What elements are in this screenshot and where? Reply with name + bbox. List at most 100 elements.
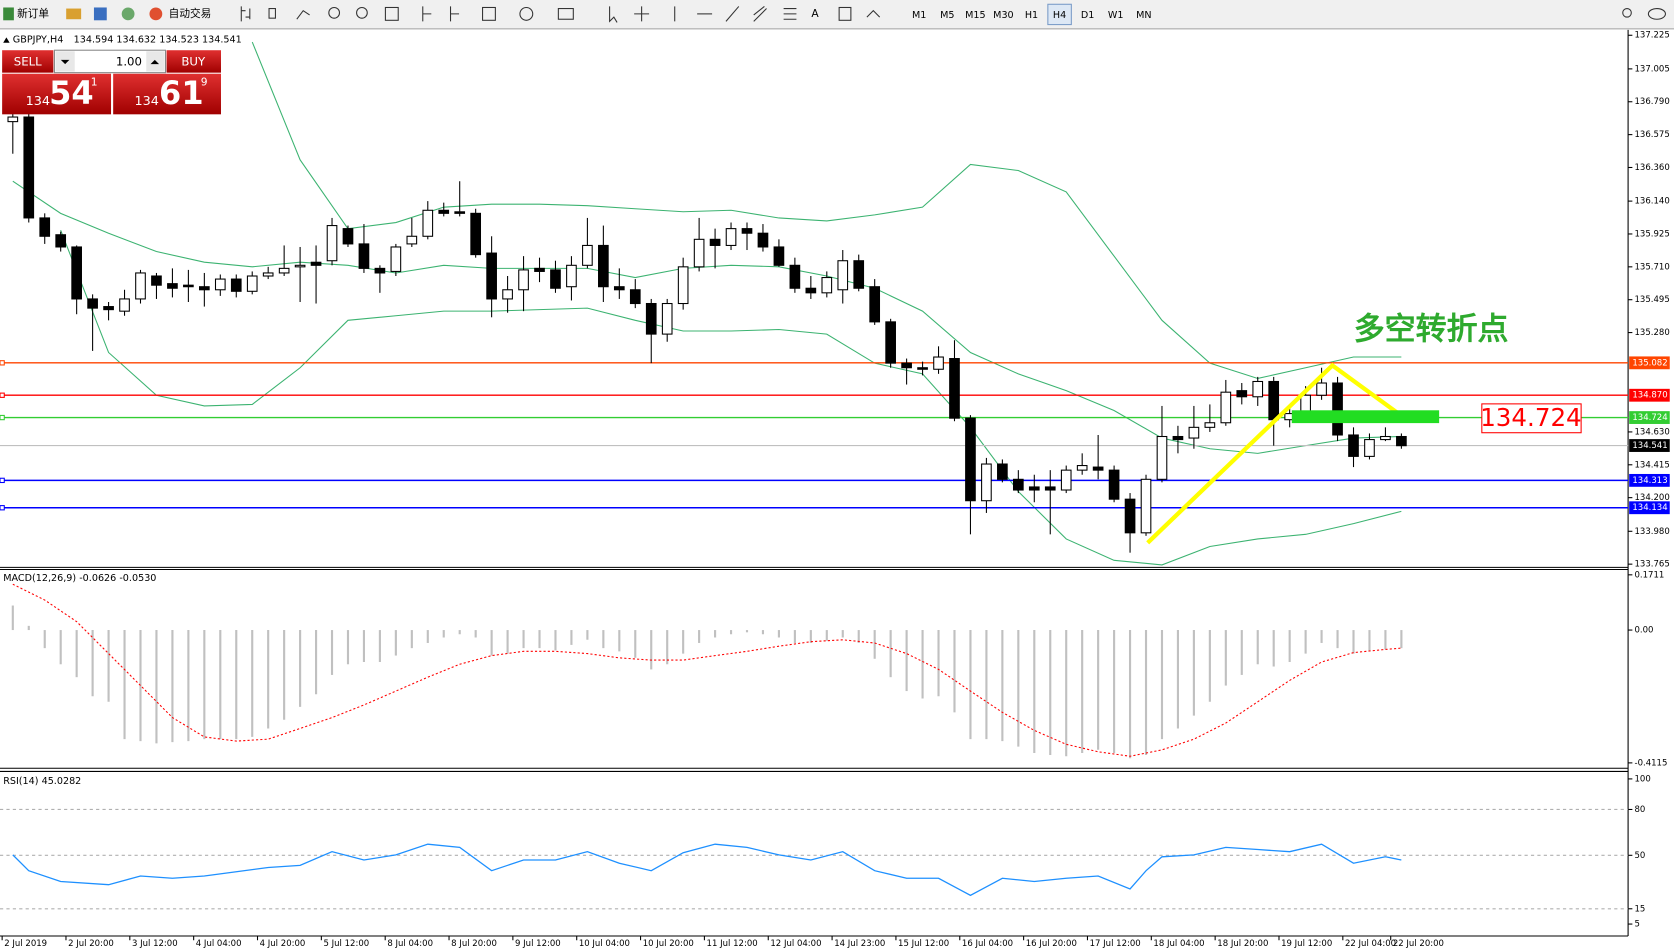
active-timeframe xyxy=(1047,3,1072,26)
lots-input[interactable] xyxy=(53,49,167,74)
candle-body xyxy=(805,287,817,294)
fibo-icon[interactable] xyxy=(783,8,797,20)
bar-chart-icon[interactable] xyxy=(240,6,251,22)
bid-small: 1 xyxy=(91,75,98,88)
toolbar-icon[interactable] xyxy=(121,7,135,21)
candle-body xyxy=(7,116,19,123)
x-tick-label: 2 Jul 2019 xyxy=(4,939,47,949)
y-tick-label: 137.005 xyxy=(1634,64,1669,74)
y-tick-label: 135.925 xyxy=(1634,229,1669,239)
price-level-tag xyxy=(1629,388,1670,402)
candle-body xyxy=(406,235,418,245)
candle-body xyxy=(1188,426,1200,439)
candle-body xyxy=(741,228,753,234)
timeframe-button[interactable]: M5 xyxy=(940,10,954,21)
candle-body xyxy=(518,269,529,291)
x-tick-label: 8 Jul 04:00 xyxy=(387,939,433,949)
trendline-icon[interactable] xyxy=(725,6,740,22)
label-tool-icon[interactable] xyxy=(838,6,852,21)
candle-body xyxy=(1060,469,1072,491)
toolbar-icon[interactable] xyxy=(66,8,82,20)
rsi-title: RSI(14) 45.0282 xyxy=(3,776,81,787)
periods-icon[interactable] xyxy=(519,6,534,21)
candle-body xyxy=(1092,466,1104,471)
candle-body xyxy=(1204,422,1216,428)
bollinger-band xyxy=(12,180,1402,454)
shift-icon[interactable] xyxy=(449,6,460,22)
y-tick-label: 135.495 xyxy=(1634,295,1669,305)
timeframe-button[interactable]: M15 xyxy=(965,10,986,21)
candle-body xyxy=(1380,435,1391,441)
price-level-anchor xyxy=(0,360,5,366)
auto-trading-icon[interactable] xyxy=(149,7,163,21)
bid-box[interactable] xyxy=(2,73,112,115)
x-tick-label: 4 Jul 20:00 xyxy=(260,939,306,949)
x-tick-label: 17 Jul 12:00 xyxy=(1090,939,1141,949)
candle-body xyxy=(725,228,737,246)
y-tick-label: 137.225 xyxy=(1634,31,1669,41)
toolbar-icon[interactable] xyxy=(93,7,107,21)
new-order-button[interactable]: 新订单 xyxy=(17,7,49,20)
buy-button[interactable] xyxy=(166,50,221,73)
candle-icon[interactable] xyxy=(268,8,276,19)
candle-body xyxy=(390,246,402,272)
auto-trading-button[interactable]: 自动交易 xyxy=(169,7,212,20)
ask-box[interactable] xyxy=(113,73,221,115)
candle-body xyxy=(55,234,67,248)
arrows-icon[interactable] xyxy=(866,9,881,18)
timeframe-button[interactable]: W1 xyxy=(1108,10,1124,21)
new-order-icon[interactable] xyxy=(3,7,14,21)
candle-body xyxy=(470,212,482,256)
candle-body xyxy=(214,278,226,291)
timeframe-button[interactable]: M1 xyxy=(912,10,926,21)
candle-body xyxy=(246,275,258,292)
channel-icon[interactable] xyxy=(753,5,767,22)
callout: 134.724 xyxy=(1480,403,1581,432)
timeframe-button[interactable]: D1 xyxy=(1081,10,1095,21)
candle-body xyxy=(422,209,434,237)
candle-body xyxy=(502,289,513,300)
price-level-label: 134.134 xyxy=(1632,503,1667,513)
y-tick-label: 136.575 xyxy=(1634,130,1669,140)
crosshair-icon[interactable] xyxy=(634,6,650,22)
timeframe-button[interactable]: M30 xyxy=(993,10,1014,21)
text-tool-icon[interactable]: A xyxy=(811,7,819,20)
price-level-anchor xyxy=(0,477,5,484)
level-marker xyxy=(1291,410,1440,424)
buy-label[interactable]: BUY xyxy=(181,54,206,68)
timeframe-button[interactable]: H1 xyxy=(1025,10,1038,21)
candle-body xyxy=(1236,390,1248,398)
candle-body xyxy=(199,286,210,291)
y-tick-label: 136.790 xyxy=(1634,97,1669,107)
sell-button[interactable] xyxy=(2,50,54,73)
candle-body xyxy=(677,266,689,305)
candle-body xyxy=(598,244,609,288)
y-tick-label: 0.1711 xyxy=(1634,570,1664,580)
tile-icon[interactable] xyxy=(384,6,399,21)
chat-icon[interactable] xyxy=(1647,8,1666,20)
ask-main: 61 xyxy=(159,74,204,112)
sell-label[interactable]: SELL xyxy=(14,54,42,68)
x-tick-label: 15 Jul 12:00 xyxy=(898,939,949,949)
candle-body xyxy=(981,463,992,502)
candle-body xyxy=(71,246,82,300)
line-chart-icon[interactable] xyxy=(296,9,310,20)
x-tick-label: 18 Jul 04:00 xyxy=(1153,939,1204,949)
timeframe-button[interactable]: MN xyxy=(1136,10,1151,21)
autoscroll-icon[interactable] xyxy=(422,6,432,22)
search-icon[interactable] xyxy=(1622,8,1632,18)
candle-body xyxy=(1252,380,1264,398)
zoom-in-icon[interactable] xyxy=(328,6,341,19)
cursor-icon[interactable] xyxy=(609,6,618,23)
candle-body xyxy=(837,260,849,291)
timeframe-button[interactable]: H4 xyxy=(1053,10,1066,21)
zoom-out-icon[interactable] xyxy=(356,6,368,19)
templates-icon[interactable] xyxy=(557,8,574,20)
candle-body xyxy=(454,211,466,214)
indicators-icon[interactable] xyxy=(482,6,496,21)
lots-value[interactable]: 1.00 xyxy=(116,54,142,68)
x-tick-label: 10 Jul 04:00 xyxy=(579,939,630,949)
candle-body xyxy=(39,217,51,237)
collapse-icon[interactable] xyxy=(3,37,10,43)
